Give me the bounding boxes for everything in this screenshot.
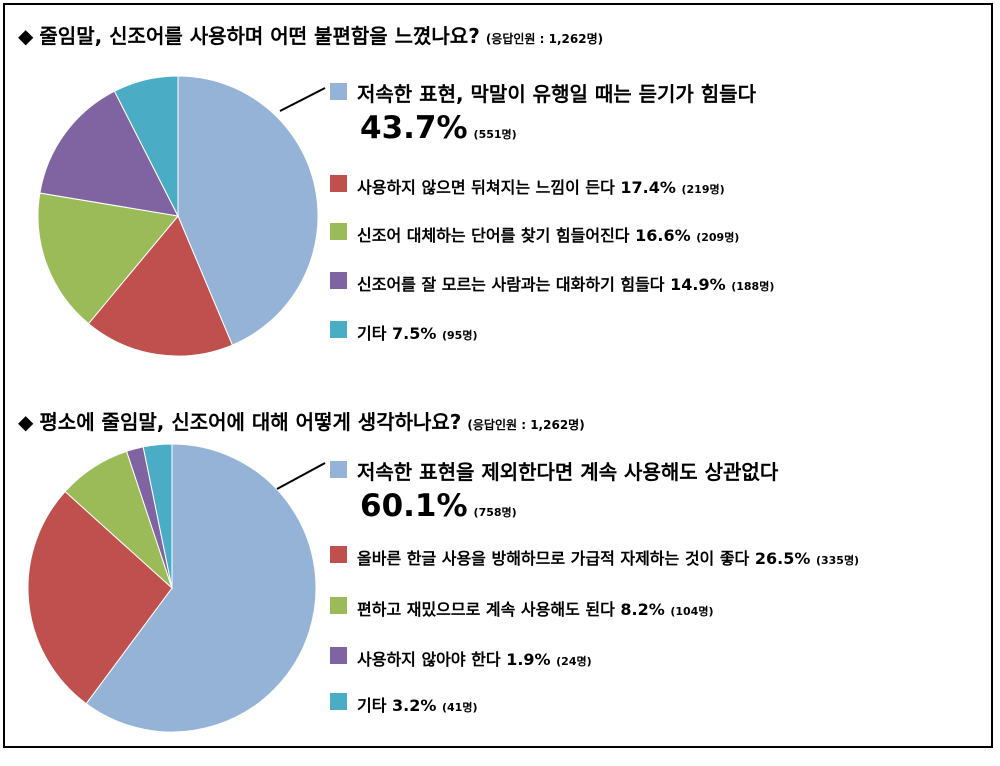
legend-swatch [330, 175, 347, 192]
legend-text: 기타 3.2% (41명) [357, 692, 477, 716]
pie-slice-2 [27, 490, 173, 705]
chart-2-respondents: (응답인원 : 1,262명) [467, 418, 585, 432]
legend-count: (188명) [731, 280, 775, 293]
legend-percent: 14.9% [670, 275, 726, 294]
legend-label: 저속한 표현을 제외한다면 계속 사용해도 상관없다 [357, 460, 779, 484]
legend-count: (104명) [670, 605, 714, 618]
legend-percent: 1.9% [506, 650, 551, 669]
legend-swatch [330, 647, 347, 664]
legend-percent: 17.4% [620, 178, 676, 197]
chart-1-title: 줄임말, 신조어를 사용하며 어떤 불편함을 느꼈나요? [39, 24, 480, 48]
legend-percent-row: 43.7% (551명) [360, 110, 517, 146]
legend-percent: 16.6% [635, 226, 691, 245]
outer-frame [3, 3, 993, 748]
legend-count: (219명) [681, 183, 725, 196]
legend-label: 사용하지 않으면 뒤쳐지는 느낌이 든다 [357, 178, 615, 197]
legend-label: 신조어를 잘 모르는 사람과는 대화하기 힘들다 [357, 275, 665, 294]
chart-section-2: ◆ 평소에 줄임말, 신조어에 대해 어떻게 생각하나요? (응답인원 : 1,26… [0, 396, 1000, 766]
legend-percent: 60.1% [360, 488, 468, 524]
chart-1-respondents: (응답인원 : 1,262명) [485, 32, 604, 46]
legend-text: 기타 7.5% (95명) [357, 320, 477, 344]
pie-slice-3 [37, 192, 179, 325]
legend-count: (209명) [696, 231, 740, 244]
legend-count: (758명) [473, 506, 517, 519]
legend-label: 신조어 대체하는 단어를 찾기 힘들어진다 [357, 226, 630, 245]
legend-count: (24명) [556, 655, 592, 668]
leader-line [279, 87, 326, 112]
legend-count: (41명) [441, 701, 478, 714]
legend-label: 기타 [357, 696, 387, 715]
legend-swatch [330, 83, 347, 100]
legend-text: 올바른 한글 사용을 방해하므로 가급적 자제하는 것이 좋다 26.5% (3… [357, 545, 859, 569]
chart-2-heading: ◆ 평소에 줄임말, 신조어에 대해 어떻게 생각하나요? (응답인원 : 1,26… [18, 406, 585, 435]
legend-label: 올바른 한글 사용을 방해하므로 가급적 자제하는 것이 좋다 [357, 549, 750, 568]
pie-slice-1 [177, 75, 319, 346]
diamond-bullet-icon: ◆ [18, 24, 34, 48]
legend-percent: 8.2% [620, 600, 665, 619]
legend-label: 사용하지 않아야 한다 [357, 650, 501, 669]
diamond-bullet-icon: ◆ [18, 410, 34, 434]
legend-label: 저속한 표현, 막말이 유행일 때는 듣기가 힘들다 [357, 82, 756, 106]
legend-percent: 7.5% [392, 324, 437, 343]
legend-text: 편하고 재밌으므로 계속 사용해도 된다 8.2% (104명) [357, 596, 713, 620]
legend-count: (95명) [441, 329, 478, 342]
pie-slice-5 [113, 75, 179, 217]
legend-swatch [330, 321, 347, 338]
legend-percent: 26.5% [754, 549, 811, 568]
chart-section-1: ◆ 줄임말, 신조어를 사용하며 어떤 불편함을 느꼈나요? (응답인원 : 1,2… [0, 0, 1000, 370]
legend-text: 사용하지 않아야 한다 1.9% (24명) [357, 646, 592, 670]
legend-swatch [330, 597, 347, 614]
legend-text: 사용하지 않으면 뒤쳐지는 느낌이 든다 17.4% (219명) [357, 174, 725, 198]
legend-percent: 43.7% [360, 110, 468, 146]
pie-chart-2 [27, 443, 326, 733]
pie-slice-5 [142, 443, 173, 589]
legend-percent-row: 60.1% (758명) [360, 488, 517, 524]
legend-swatch [330, 546, 347, 563]
chart-1-heading: ◆ 줄임말, 신조어를 사용하며 어떤 불편함을 느꼈나요? (응답인원 : 1,2… [18, 20, 603, 49]
legend-label: 편하고 재밌으므로 계속 사용해도 된다 [357, 600, 615, 619]
legend-count: (551명) [473, 128, 517, 141]
pie-slice-4 [39, 90, 179, 217]
legend-text: 신조어를 잘 모르는 사람과는 대화하기 힘들다 14.9% (188명) [357, 271, 774, 295]
legend-swatch [330, 693, 347, 710]
legend-swatch [330, 223, 347, 240]
legend-count: (335명) [815, 554, 860, 567]
pie-chart-1 [37, 75, 326, 357]
legend-percent: 3.2% [392, 696, 437, 715]
legend-swatch [330, 461, 347, 478]
legend-text: 신조어 대체하는 단어를 찾기 힘들어진다 16.6% (209명) [357, 222, 739, 246]
legend-label: 기타 [357, 324, 387, 343]
leader-line [276, 462, 326, 490]
pie-slice-2 [87, 215, 233, 357]
chart-2-title: 평소에 줄임말, 신조어에 대해 어떻게 생각하나요? [39, 410, 462, 434]
pie-slice-1 [85, 443, 317, 733]
legend-swatch [330, 272, 347, 289]
